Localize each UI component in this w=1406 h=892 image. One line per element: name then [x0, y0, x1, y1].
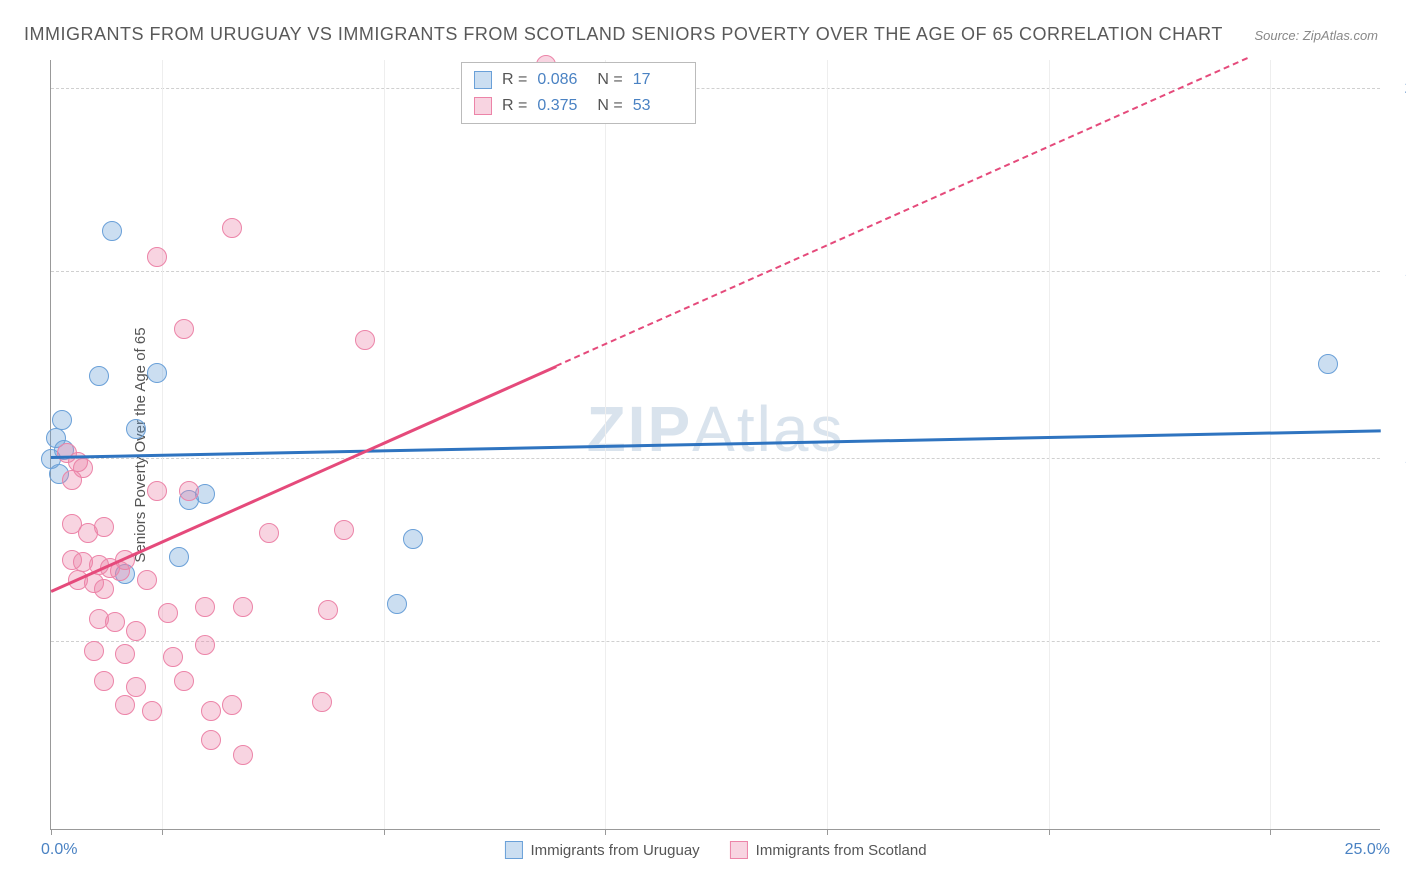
scatter-point	[195, 597, 215, 617]
y-tick-label: 6.3%	[1390, 633, 1406, 651]
scatter-point	[318, 600, 338, 620]
scatter-point	[201, 701, 221, 721]
scatter-point	[195, 635, 215, 655]
chart-title: IMMIGRANTS FROM URUGUAY VS IMMIGRANTS FR…	[24, 24, 1223, 45]
legend-item-scotland: Immigrants from Scotland	[730, 841, 927, 859]
r-value-scotland: 0.375	[537, 93, 587, 119]
legend-label-uruguay: Immigrants from Uruguay	[530, 842, 699, 859]
plot-area: Seniors Poverty Over the Age of 65 ZIPAt…	[50, 60, 1380, 830]
scatter-point	[142, 701, 162, 721]
gridline-v	[384, 60, 385, 829]
scatter-point	[403, 529, 423, 549]
x-tick	[827, 829, 828, 835]
scatter-point	[334, 520, 354, 540]
n-label: N =	[597, 93, 622, 119]
trend-line	[51, 430, 1381, 459]
scatter-point	[84, 641, 104, 661]
swatch-scotland-icon	[730, 841, 748, 859]
trend-line	[50, 365, 556, 592]
watermark-bold: ZIP	[587, 393, 693, 465]
scatter-point	[115, 695, 135, 715]
scatter-point	[158, 603, 178, 623]
watermark-rest: Atlas	[692, 393, 844, 465]
scatter-point	[52, 410, 72, 430]
gridline-h	[51, 271, 1380, 272]
r-value-uruguay: 0.086	[537, 67, 587, 93]
gridline-h	[51, 641, 1380, 642]
scatter-point	[115, 644, 135, 664]
scatter-point	[147, 363, 167, 383]
stats-legend: R = 0.086 N = 17 R = 0.375 N = 53	[461, 62, 696, 124]
x-tick	[1270, 829, 1271, 835]
n-label: N =	[597, 67, 622, 93]
scatter-point	[233, 745, 253, 765]
legend-label-scotland: Immigrants from Scotland	[756, 842, 927, 859]
series-legend: Immigrants from Uruguay Immigrants from …	[504, 841, 926, 859]
swatch-uruguay	[474, 71, 492, 89]
x-tick	[605, 829, 606, 835]
scatter-point	[222, 218, 242, 238]
scatter-point	[94, 517, 114, 537]
r-label: R =	[502, 93, 527, 119]
source-text: Source: ZipAtlas.com	[1254, 28, 1378, 43]
scatter-point	[89, 366, 109, 386]
x-tick-max: 25.0%	[1345, 841, 1390, 859]
scatter-point	[163, 647, 183, 667]
scatter-point	[179, 481, 199, 501]
scatter-point	[174, 671, 194, 691]
scatter-point	[126, 621, 146, 641]
stats-row-uruguay: R = 0.086 N = 17	[474, 67, 683, 93]
scatter-point	[94, 671, 114, 691]
scatter-point	[73, 458, 93, 478]
scatter-point	[1318, 354, 1338, 374]
scatter-point	[222, 695, 242, 715]
n-value-scotland: 53	[633, 93, 683, 119]
r-label: R =	[502, 67, 527, 93]
stats-row-scotland: R = 0.375 N = 53	[474, 93, 683, 119]
x-tick	[1049, 829, 1050, 835]
scatter-point	[201, 730, 221, 750]
n-value-uruguay: 17	[633, 67, 683, 93]
scatter-point	[169, 547, 189, 567]
swatch-scotland	[474, 97, 492, 115]
scatter-point	[147, 481, 167, 501]
gridline-h	[51, 458, 1380, 459]
gridline-v	[1049, 60, 1050, 829]
x-tick	[51, 829, 52, 835]
gridline-v	[1270, 60, 1271, 829]
scatter-point	[174, 319, 194, 339]
scatter-point	[137, 570, 157, 590]
x-tick	[162, 829, 163, 835]
scatter-point	[387, 594, 407, 614]
scatter-point	[147, 247, 167, 267]
y-tick-label: 12.5%	[1390, 450, 1406, 468]
scatter-point	[102, 221, 122, 241]
scatter-point	[355, 330, 375, 350]
scatter-point	[94, 579, 114, 599]
legend-item-uruguay: Immigrants from Uruguay	[504, 841, 699, 859]
scatter-point	[126, 419, 146, 439]
gridline-v	[162, 60, 163, 829]
scatter-point	[259, 523, 279, 543]
scatter-point	[126, 677, 146, 697]
gridline-v	[827, 60, 828, 829]
y-tick-label: 18.8%	[1390, 263, 1406, 281]
y-axis-label: Seniors Poverty Over the Age of 65	[132, 327, 149, 562]
x-tick-min: 0.0%	[41, 841, 77, 859]
scatter-point	[105, 612, 125, 632]
scatter-point	[312, 692, 332, 712]
scatter-point	[233, 597, 253, 617]
watermark: ZIPAtlas	[587, 392, 845, 466]
swatch-uruguay-icon	[504, 841, 522, 859]
y-tick-label: 25.0%	[1390, 80, 1406, 98]
x-tick	[384, 829, 385, 835]
